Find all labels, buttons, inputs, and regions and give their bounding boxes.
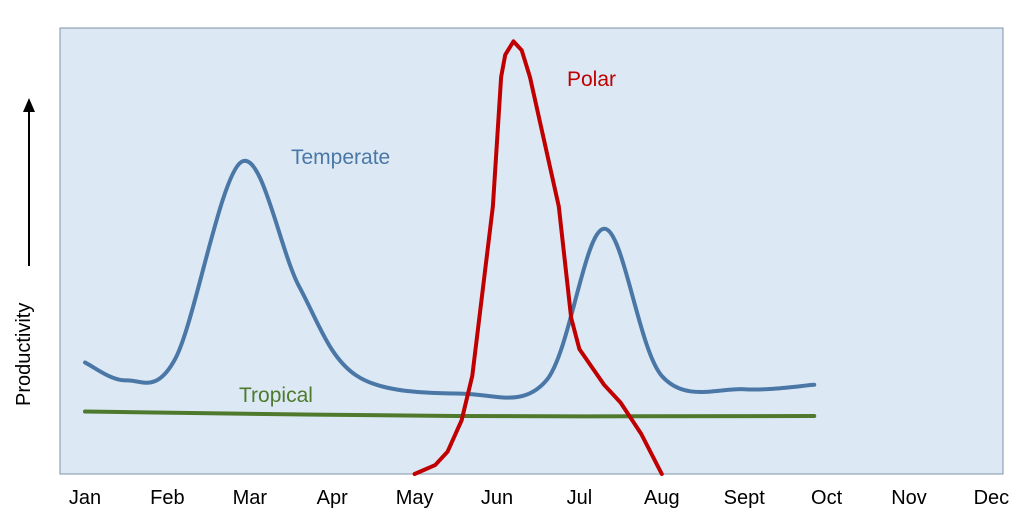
month-label-aug: Aug	[644, 487, 680, 509]
y-axis-label-group: Productivity	[13, 98, 35, 406]
month-label-may: May	[396, 487, 434, 509]
month-label-jan: Jan	[69, 487, 101, 509]
series-lines	[83, 39, 817, 476]
month-label-feb: Feb	[150, 487, 184, 509]
plot-area	[59, 27, 1004, 475]
series-label-polar: Polar	[567, 68, 616, 91]
month-label-apr: Apr	[317, 487, 348, 509]
month-label-jul: Jul	[567, 487, 593, 509]
month-label-nov: Nov	[891, 487, 927, 509]
series-line-tropical	[83, 409, 817, 419]
month-label-dec: Dec	[974, 487, 1010, 509]
y-axis-label: Productivity	[13, 303, 35, 406]
month-tick-labels: Jan Feb Mar Apr May Jun Jul Aug Sept Oct Nov Dec	[69, 487, 1009, 509]
series-label-temperate: Temperate	[291, 146, 390, 169]
month-label-jun: Jun	[481, 487, 513, 509]
month-label-sept: Sept	[724, 487, 766, 509]
series-line-polar	[412, 39, 664, 476]
series-line-temperate	[83, 158, 817, 400]
series-label-tropical: Tropical	[239, 384, 313, 407]
y-axis-arrow-head	[23, 98, 35, 112]
month-label-oct: Oct	[811, 487, 843, 509]
series-labels: Temperate Tropical Polar	[239, 68, 616, 407]
month-label-mar: Mar	[233, 487, 268, 509]
